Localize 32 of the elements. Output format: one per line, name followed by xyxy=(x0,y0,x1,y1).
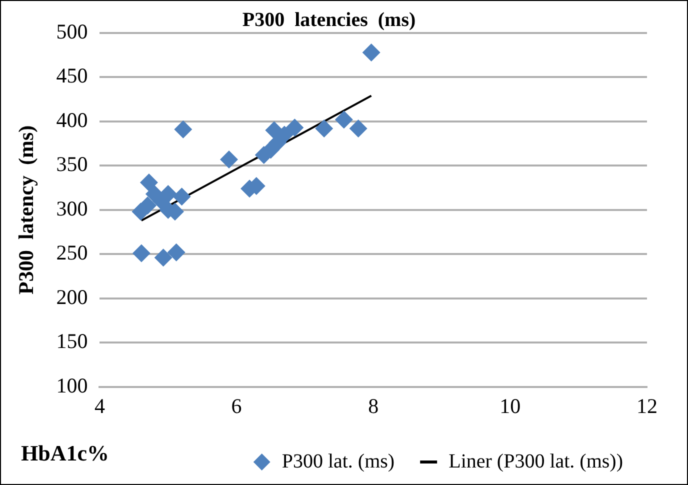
chart-title: P300 latencies (ms) xyxy=(242,9,416,32)
point xyxy=(220,150,238,168)
y-tick-label: 300 xyxy=(56,196,88,220)
x-tick-label: 10 xyxy=(500,394,521,418)
point xyxy=(159,184,178,203)
x-axis-title: HbA1c% xyxy=(21,440,109,466)
x-tick-label: 12 xyxy=(636,394,658,418)
y-tick-label: 150 xyxy=(56,329,88,354)
y-tick-label: 500 xyxy=(56,20,88,44)
y-tick-label: 200 xyxy=(56,284,88,309)
y-tick-label: 400 xyxy=(56,108,88,132)
legend-label: Liner (P300 lat. (ms)) xyxy=(448,450,623,472)
point xyxy=(174,120,192,138)
legend-label: P300 lat. (ms) xyxy=(282,450,395,472)
x-tick-label: 4 xyxy=(94,394,106,418)
y-tick-label: 350 xyxy=(56,152,88,176)
point xyxy=(362,43,380,62)
point xyxy=(286,118,304,137)
point xyxy=(172,188,191,206)
x-tick-label: 8 xyxy=(368,394,379,418)
y-axis-title: P300 latency (ms) xyxy=(14,125,38,294)
point xyxy=(132,244,150,262)
y-tick-label: 450 xyxy=(56,64,88,88)
point xyxy=(140,173,158,192)
point xyxy=(167,243,186,262)
y-tick-label: 250 xyxy=(56,240,88,265)
point xyxy=(334,110,353,129)
point xyxy=(315,120,334,138)
x-tick-label: 6 xyxy=(231,394,242,418)
point xyxy=(349,120,368,138)
point xyxy=(154,248,172,267)
y-tick-label: 100 xyxy=(56,373,88,398)
